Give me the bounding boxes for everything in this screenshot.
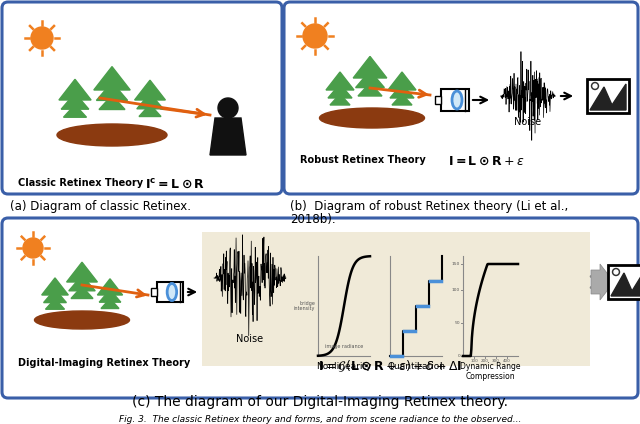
Ellipse shape	[319, 108, 424, 128]
Text: (c) The diagram of our Digital-Imaging Retinex theory.: (c) The diagram of our Digital-Imaging R…	[132, 395, 508, 409]
Ellipse shape	[452, 91, 462, 109]
Polygon shape	[591, 264, 614, 300]
Polygon shape	[328, 84, 352, 98]
Text: Nonlinearity: Nonlinearity	[316, 362, 372, 371]
Polygon shape	[210, 118, 246, 155]
Text: bridge
intensity: bridge intensity	[294, 301, 315, 311]
Text: image radiance: image radiance	[325, 344, 363, 349]
Text: $\mathbf{I = L \odot R} + \epsilon$: $\mathbf{I = L \odot R} + \epsilon$	[448, 155, 525, 168]
Text: 150: 150	[452, 262, 460, 266]
Ellipse shape	[167, 284, 177, 301]
Text: Digital-Imaging Retinex Theory: Digital-Imaging Retinex Theory	[18, 358, 190, 368]
Ellipse shape	[35, 311, 129, 329]
Polygon shape	[42, 278, 68, 295]
Polygon shape	[435, 96, 441, 104]
Text: $\mathbf{I} = \mathcal{G}(\mathbf{L \odot R} + \epsilon) + \delta + \Delta\mathb: $\mathbf{I} = \mathcal{G}(\mathbf{L \odo…	[318, 358, 462, 374]
Text: Quantization: Quantization	[387, 362, 445, 371]
FancyBboxPatch shape	[2, 218, 638, 398]
Polygon shape	[94, 67, 130, 90]
Polygon shape	[134, 80, 165, 100]
Polygon shape	[151, 288, 157, 296]
Polygon shape	[358, 83, 382, 96]
Polygon shape	[44, 289, 67, 303]
Polygon shape	[71, 286, 93, 298]
Polygon shape	[97, 279, 123, 295]
Text: Noise: Noise	[515, 117, 541, 127]
Circle shape	[303, 24, 327, 48]
Ellipse shape	[57, 124, 167, 146]
Circle shape	[591, 83, 598, 89]
Polygon shape	[353, 56, 387, 78]
Polygon shape	[137, 93, 163, 109]
Text: Classic Retinex Theory: Classic Retinex Theory	[18, 178, 143, 188]
FancyBboxPatch shape	[202, 232, 590, 366]
Polygon shape	[388, 72, 416, 90]
Polygon shape	[67, 262, 97, 282]
Text: Dynamic Range
Compression: Dynamic Range Compression	[460, 362, 521, 382]
Text: 2018b).: 2018b).	[290, 213, 335, 226]
Polygon shape	[69, 276, 95, 291]
Polygon shape	[390, 84, 414, 98]
Circle shape	[31, 27, 53, 49]
Circle shape	[593, 84, 597, 88]
Text: $\mathbf{I^c = L \odot R}$: $\mathbf{I^c = L \odot R}$	[145, 178, 205, 191]
Circle shape	[218, 98, 238, 118]
FancyBboxPatch shape	[587, 79, 629, 113]
Text: Fig. 3.  The classic Retinex theory and forms, and from scene radiance to the ob: Fig. 3. The classic Retinex theory and f…	[119, 415, 521, 424]
Circle shape	[612, 268, 620, 276]
Circle shape	[614, 270, 618, 274]
Text: (b)  Diagram of robust Retinex theory (Li et al.,: (b) Diagram of robust Retinex theory (Li…	[290, 200, 568, 213]
Polygon shape	[330, 94, 350, 105]
FancyBboxPatch shape	[608, 265, 640, 299]
Polygon shape	[611, 270, 640, 296]
FancyBboxPatch shape	[157, 282, 183, 302]
Text: 300: 300	[492, 359, 500, 363]
Text: Robust Retinex Theory: Robust Retinex Theory	[300, 155, 426, 165]
FancyBboxPatch shape	[441, 89, 469, 111]
Text: 400: 400	[503, 359, 511, 363]
Polygon shape	[590, 84, 626, 110]
Polygon shape	[59, 79, 91, 100]
FancyBboxPatch shape	[2, 2, 282, 194]
Polygon shape	[139, 104, 161, 117]
FancyBboxPatch shape	[284, 2, 638, 194]
Polygon shape	[63, 105, 86, 117]
Text: 100: 100	[452, 288, 460, 292]
Polygon shape	[326, 72, 354, 90]
Text: 50: 50	[454, 321, 460, 325]
Polygon shape	[99, 290, 121, 302]
Text: Noise: Noise	[236, 334, 264, 344]
Polygon shape	[99, 95, 125, 109]
Text: (a) Diagram of classic Retinex.: (a) Diagram of classic Retinex.	[10, 200, 191, 213]
Polygon shape	[45, 299, 65, 309]
Text: 100: 100	[470, 359, 478, 363]
Circle shape	[23, 238, 43, 258]
Text: 200: 200	[481, 359, 489, 363]
Polygon shape	[61, 93, 89, 109]
Polygon shape	[97, 82, 127, 100]
Polygon shape	[356, 71, 385, 88]
Polygon shape	[392, 94, 412, 105]
Polygon shape	[101, 298, 119, 309]
Text: 0: 0	[457, 354, 460, 358]
